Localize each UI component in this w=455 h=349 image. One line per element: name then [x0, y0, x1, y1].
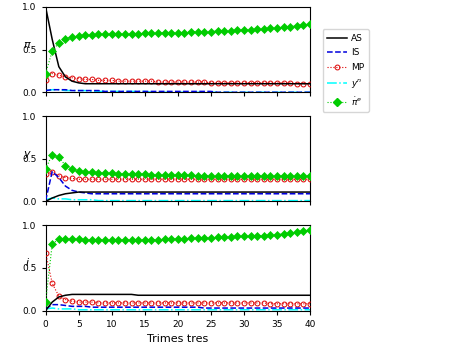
- Y-axis label: y: y: [24, 149, 30, 159]
- Y-axis label: $\pi$: $\pi$: [23, 40, 31, 50]
- X-axis label: Trimes tres: Trimes tres: [147, 334, 208, 344]
- Legend: AS, IS, MP, $y^n$, $\dot{\pi}^e$: AS, IS, MP, $y^n$, $\dot{\pi}^e$: [322, 29, 368, 112]
- Y-axis label: i: i: [25, 258, 29, 268]
